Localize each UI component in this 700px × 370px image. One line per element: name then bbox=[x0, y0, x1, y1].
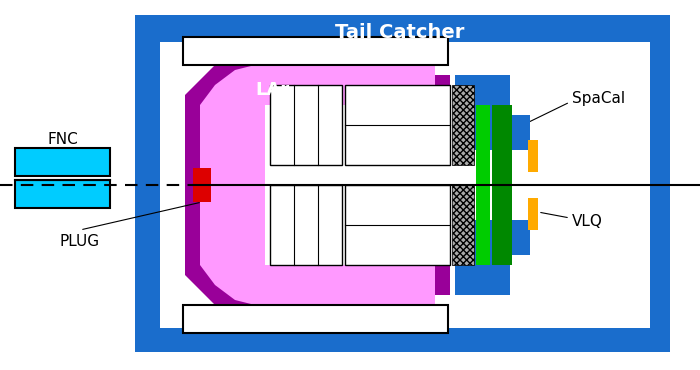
Bar bbox=[135, 15, 670, 352]
Bar bbox=[345, 85, 450, 165]
Bar bbox=[265, 105, 485, 265]
Bar bbox=[160, 42, 650, 328]
Text: LAr: LAr bbox=[255, 81, 289, 99]
Bar bbox=[270, 85, 342, 165]
Text: PLUG: PLUG bbox=[60, 235, 100, 249]
Text: FNC: FNC bbox=[48, 132, 78, 148]
Text: VLQ: VLQ bbox=[572, 215, 603, 229]
Text: Tail Catcher: Tail Catcher bbox=[335, 23, 465, 41]
Polygon shape bbox=[455, 220, 530, 295]
Bar bbox=[528, 140, 538, 172]
Bar bbox=[270, 185, 342, 265]
Bar bbox=[452, 185, 474, 265]
Polygon shape bbox=[185, 185, 450, 322]
Bar bbox=[476, 105, 490, 265]
Bar bbox=[15, 180, 110, 208]
Polygon shape bbox=[455, 75, 530, 150]
Polygon shape bbox=[185, 48, 450, 185]
Bar bbox=[452, 85, 474, 165]
Bar bbox=[183, 37, 448, 65]
Bar bbox=[193, 168, 211, 202]
Bar bbox=[528, 198, 538, 230]
Polygon shape bbox=[200, 185, 435, 315]
Bar bbox=[492, 105, 512, 265]
Bar bbox=[15, 148, 110, 176]
Bar bbox=[183, 305, 448, 333]
Text: SpaCal: SpaCal bbox=[572, 91, 625, 105]
Bar bbox=[345, 185, 450, 265]
Polygon shape bbox=[200, 55, 435, 185]
